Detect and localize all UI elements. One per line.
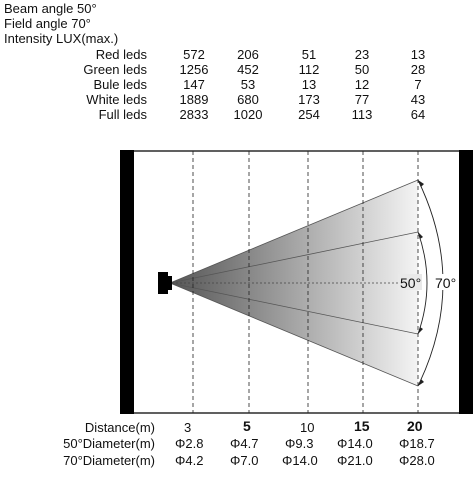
- intensity-title: Intensity LUX(max.): [4, 31, 119, 46]
- table-cell: 2833: [179, 107, 209, 122]
- table-cell: Φ28.0: [399, 453, 435, 468]
- table-cell: 254: [298, 107, 320, 122]
- field-angle-label: Field angle 70°: [4, 16, 91, 31]
- table-cell: 43: [410, 92, 426, 107]
- table-cell: 1256: [179, 62, 209, 77]
- table-cell: 113: [351, 107, 373, 122]
- row-label-green: Green leds: [83, 62, 147, 77]
- distance-lines: [192, 151, 419, 413]
- table-cell: Φ21.0: [337, 453, 373, 468]
- beam-angle-label: Beam angle 50°: [4, 1, 97, 16]
- table-cell: 28: [410, 62, 426, 77]
- row-label-white: White leds: [86, 92, 147, 107]
- table-cell: 206: [237, 47, 259, 62]
- table-cell: 3: [184, 420, 192, 435]
- row-label-blue: Bule leds: [93, 77, 147, 92]
- table-cell: 77: [354, 92, 370, 107]
- table-cell: Φ18.7: [399, 436, 435, 451]
- table-cell: 173: [298, 92, 320, 107]
- table-cell: 20: [407, 418, 423, 434]
- arrow-head: [418, 180, 424, 187]
- table-cell: 15: [354, 418, 370, 434]
- table-cell: Φ9.3: [285, 436, 314, 451]
- table-cell: 5: [243, 418, 251, 434]
- table-cell: 10: [300, 420, 315, 435]
- field-angle-value: 70°: [435, 275, 456, 291]
- table-cell: 680: [237, 92, 259, 107]
- table-cell: 572: [183, 47, 205, 62]
- table-cell: Φ14.0: [282, 453, 318, 468]
- field-edge-top: [169, 179, 419, 284]
- table-cell: 1889: [179, 92, 209, 107]
- field-angle-label-bg: [433, 274, 458, 290]
- arrow-head: [418, 232, 423, 239]
- arrow-head: [418, 327, 423, 334]
- table-cell: Φ4.7: [230, 436, 259, 451]
- table-cell: 23: [354, 47, 370, 62]
- beam-angle-arc: [417, 231, 428, 335]
- frame-left-bar: [120, 150, 134, 414]
- row-label-distance: Distance(m): [84, 420, 155, 435]
- table-cell: 64: [410, 107, 426, 122]
- table-cell: 13: [301, 77, 317, 92]
- table-cell: 50: [354, 62, 370, 77]
- table-cell: 12: [354, 77, 370, 92]
- row-label-red: Red leds: [95, 47, 147, 62]
- table-cell: Φ4.2: [175, 453, 204, 468]
- beam-angle-label-bg: [398, 274, 422, 290]
- beam-angle-value: 50°: [400, 275, 421, 291]
- table-cell: 452: [237, 62, 259, 77]
- fixture-body: [158, 272, 168, 294]
- table-cell: 7: [414, 77, 422, 92]
- fixture-lens: [167, 276, 172, 290]
- table-cell: 147: [183, 77, 205, 92]
- row-label-50-diameter: 50°Diameter(m): [63, 436, 155, 451]
- table-cell: Φ7.0: [230, 453, 259, 468]
- table-cell: Φ2.8: [175, 436, 204, 451]
- arrow-head: [418, 379, 424, 386]
- row-label-70-diameter: 70°Diameter(m): [63, 453, 155, 468]
- frame-right-bar: [459, 150, 473, 414]
- table-cell: 13: [410, 47, 426, 62]
- table-cell: 51: [301, 47, 317, 62]
- beam-edge-top: [169, 231, 419, 284]
- table-cell: Φ14.0: [337, 436, 373, 451]
- beam-edge-bottom: [169, 282, 419, 335]
- table-cell: 53: [240, 77, 256, 92]
- row-label-full: Full leds: [98, 107, 147, 122]
- table-cell: 1020: [233, 107, 263, 122]
- table-cell: 112: [298, 62, 320, 77]
- field-edge-bottom: [169, 282, 419, 387]
